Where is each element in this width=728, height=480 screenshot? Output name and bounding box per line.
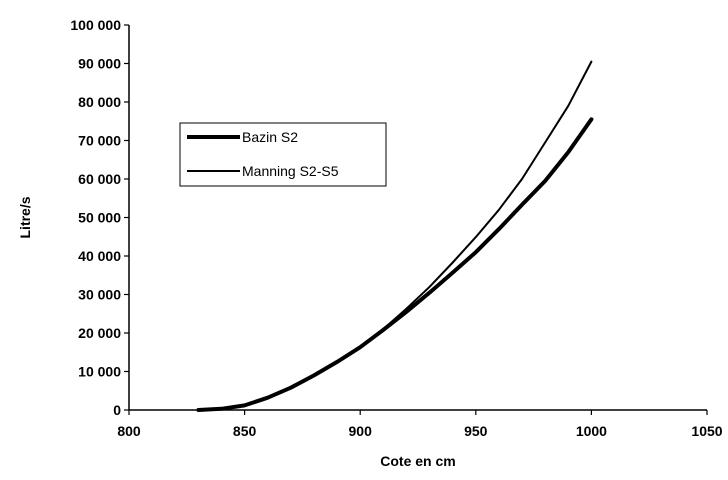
x-tick-label: 1050 [691, 423, 722, 439]
x-tick-label: 950 [464, 423, 488, 439]
x-tick-label: 900 [349, 423, 373, 439]
y-tick-label: 30 000 [78, 287, 121, 303]
axes [124, 24, 708, 415]
y-tick-label: 40 000 [78, 248, 121, 264]
y-tick-label: 0 [113, 402, 121, 418]
y-tick-label: 60 000 [78, 171, 121, 187]
x-tick-label: 1000 [576, 423, 607, 439]
legend-label-manning-s2-s5: Manning S2-S5 [242, 163, 339, 179]
y-axis-title: Litre/s [17, 196, 33, 238]
y-tick-label: 80 000 [78, 94, 121, 110]
tick-labels: 0 10 000 20 000 30 000 40 000 50 000 60 000 70 … [70, 17, 722, 439]
y-tick-label: 50 000 [78, 210, 121, 226]
x-axis-title: Cote en cm [380, 453, 455, 469]
y-tick-label: 100 000 [70, 17, 121, 33]
legend: Bazin S2 Manning S2-S5 [179, 122, 387, 187]
y-tick-label: 90 000 [78, 56, 121, 72]
series-line-manning-s2-s5 [197, 60, 593, 411]
x-tick-label: 800 [117, 423, 141, 439]
x-tick-label: 850 [233, 423, 257, 439]
y-tick-label: 70 000 [78, 133, 121, 149]
y-tick-label: 20 000 [78, 325, 121, 341]
series-lines [196, 60, 594, 412]
legend-label-bazin-s2: Bazin S2 [242, 129, 298, 145]
y-tick-label: 10 000 [78, 364, 121, 380]
legend-box [179, 122, 387, 187]
